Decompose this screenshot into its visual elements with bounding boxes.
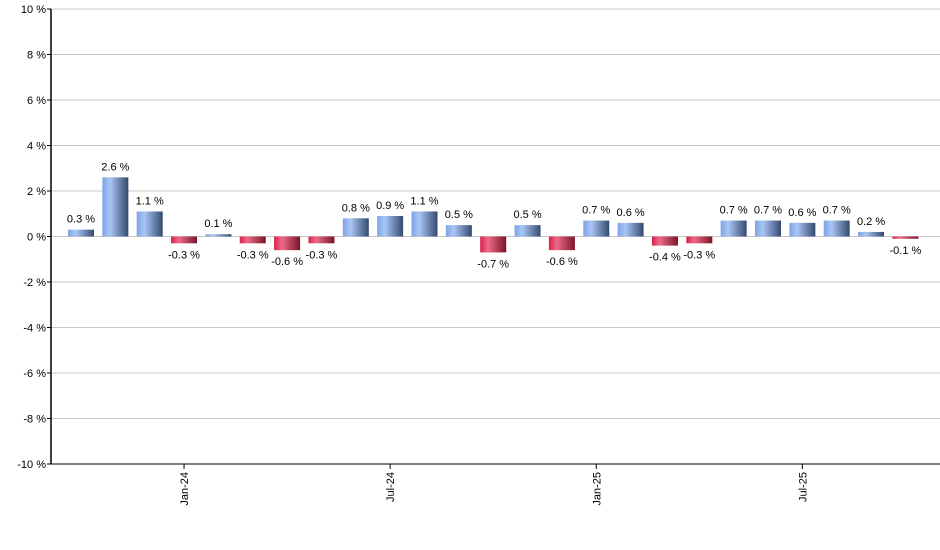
- data-label: 0.7 %: [754, 205, 782, 217]
- bar-Sep-25: [858, 231, 885, 237]
- bar-May-24: [308, 236, 335, 244]
- bar-Feb-24: [205, 234, 232, 237]
- data-label: 0.9 %: [376, 200, 404, 212]
- bar-Jun-25: [755, 220, 781, 237]
- y-tick-label: -10 %: [17, 459, 46, 471]
- bar-Feb-25: [617, 222, 644, 237]
- y-tick-label: 4 %: [27, 141, 46, 153]
- data-label: -0.3 %: [306, 249, 338, 261]
- data-label: 1.1 %: [136, 195, 164, 207]
- bar-Apr-24: [274, 236, 301, 251]
- data-label: 0.1 %: [204, 218, 232, 230]
- data-label: -0.3 %: [683, 249, 715, 261]
- bar-Jan-24: [171, 236, 198, 244]
- x-tick-label: Jul-25: [797, 472, 809, 502]
- data-label: 0.3 %: [67, 214, 95, 226]
- y-tick-label: -6 %: [23, 368, 46, 380]
- data-label: 0.7 %: [720, 205, 748, 217]
- bar-Nov-24: [514, 225, 541, 237]
- bar-Apr-25: [686, 236, 713, 244]
- y-tick-label: 2 %: [27, 186, 46, 198]
- bar-Jan-25: [583, 220, 610, 237]
- bar-Jul-25: [789, 222, 816, 237]
- bar-Jun-24: [342, 218, 369, 237]
- data-label: -0.3 %: [168, 249, 200, 261]
- data-label: 0.6 %: [617, 207, 645, 219]
- bar-Nov-23: [102, 177, 129, 237]
- data-label: -0.7 %: [477, 258, 509, 270]
- y-tick-label: 10 %: [21, 4, 46, 16]
- bar-Dec-24: [548, 236, 575, 251]
- data-label: -0.1 %: [890, 245, 922, 257]
- bar-Oct-23: [68, 229, 94, 237]
- data-label: 0.7 %: [823, 205, 851, 217]
- data-label: -0.3 %: [237, 249, 269, 261]
- x-axis-ticks: Jan-24 Jul-24 Jan-25 Jul-25: [179, 464, 809, 506]
- data-label: 0.6 %: [788, 207, 816, 219]
- y-tick-label: 6 %: [27, 95, 46, 107]
- y-axis-ticks: 10 % 8 % 6 % 4 % 2 % 0 % -2 % -4 % -6 % -8 % -10 %: [17, 4, 51, 471]
- data-label: 0.5 %: [513, 209, 541, 221]
- data-label: -0.6 %: [271, 256, 303, 268]
- bar-Mar-24: [239, 236, 266, 244]
- bar-Aug-25: [823, 220, 850, 237]
- x-tick-label: Jul-24: [385, 472, 397, 502]
- data-label: -0.4 %: [649, 252, 681, 264]
- bar-May-25: [720, 220, 747, 237]
- data-labels: 0.3 %2.6 %1.1 %-0.3 %0.1 %-0.3 %-0.6 %-0…: [67, 161, 922, 270]
- data-label: 0.7 %: [582, 205, 610, 217]
- data-label: 2.6 %: [101, 161, 129, 173]
- y-tick-label: 8 %: [27, 50, 46, 62]
- bar-Jul-24: [377, 216, 404, 237]
- y-tick-label: -4 %: [23, 323, 46, 335]
- x-tick-label: Jan-24: [179, 472, 191, 506]
- data-label: 0.8 %: [342, 202, 370, 214]
- y-tick-label: -2 %: [23, 277, 46, 289]
- x-tick-label: Jan-25: [591, 472, 603, 506]
- data-label: 1.1 %: [410, 195, 438, 207]
- bar-Sep-24: [445, 225, 472, 237]
- bar-Mar-25: [651, 236, 678, 246]
- data-label: -0.6 %: [546, 256, 578, 268]
- y-tick-label: -8 %: [23, 414, 46, 426]
- bar-Dec-23: [136, 211, 163, 237]
- bar-Oct-24: [480, 236, 507, 253]
- data-label: 0.5 %: [445, 209, 473, 221]
- data-label: 0.2 %: [857, 216, 885, 228]
- bars: [68, 177, 919, 253]
- bar-Aug-24: [411, 211, 438, 237]
- y-tick-label: 0 %: [27, 232, 46, 244]
- bar-Oct-25: [892, 236, 919, 239]
